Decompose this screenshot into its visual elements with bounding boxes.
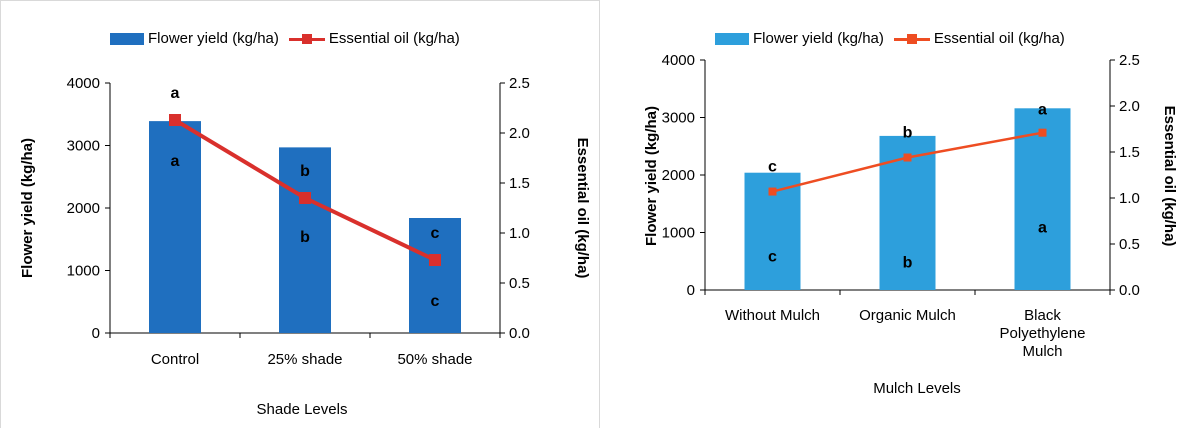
y2-tick-label: 0.5 [509,275,530,292]
line-marker [1038,128,1047,137]
x-tick-label: Organic Mulch [859,307,956,324]
chart-panel-mulch: Flower yield (kg/ha) Essential oil (kg/h… [600,0,1179,428]
y2-tick-label: 1.0 [1119,190,1140,207]
line-marker [903,153,912,162]
y-tick-label: 0 [687,282,695,299]
y2-tick-label: 0.5 [1119,236,1140,253]
legend-line-swatch [893,33,930,45]
y2-tick-label: 2.5 [509,75,530,92]
bar-data-label: a [171,153,180,170]
bar-data-label: c [768,249,777,266]
y-tick-label: 4000 [662,52,695,69]
x-tick-label: Without Mulch [725,307,820,324]
x-axis-title: Mulch Levels [873,380,961,397]
legend-label: Essential oil (kg/ha) [933,30,1065,47]
x-tick-label: 50% shade [397,351,472,368]
bar-data-label: a [1038,220,1047,237]
legend: Flower yield (kg/ha) Essential oil (kg/h… [110,30,470,47]
panel-border-top [0,0,600,1]
line-data-label: a [1038,102,1047,119]
legend-line-swatch [288,33,325,45]
y-tick-label: 1000 [67,263,100,280]
bar-data-label: b [903,255,913,272]
y2-axis-title: Essential oil (kg/ha) [1161,106,1178,247]
panel-border-left [0,0,1,428]
line-data-label: b [903,125,913,142]
y2-tick-label: 0.0 [1119,282,1140,299]
legend-label: Flower yield (kg/ha) [148,30,279,47]
y2-tick-label: 0.0 [509,325,530,342]
y-axis-title: Flower yield (kg/ha) [643,106,660,246]
y2-tick-label: 1.5 [1119,144,1140,161]
y-axis-title: Flower yield (kg/ha) [19,138,36,278]
line-marker [768,187,777,196]
y2-tick-label: 2.5 [1119,52,1140,69]
legend-bar-swatch [715,32,749,45]
legend-label: Essential oil (kg/ha) [328,30,460,47]
panel-border-right [599,0,600,428]
chart-panel-shade: Flower yield (kg/ha) Essential oil (kg/h… [0,0,600,428]
y-tick-label: 0 [92,325,100,342]
line-data-label: c [768,159,777,176]
legend-item-bar: Flower yield (kg/ha) [715,30,884,47]
y-tick-label: 2000 [67,200,100,217]
legend-item-line: Essential oil (kg/ha) [288,30,460,47]
legend-bar-swatch [110,32,144,45]
line-marker [299,192,311,204]
x-tick-label: Control [151,351,199,368]
bar [409,218,461,333]
bar-data-label: c [431,293,440,310]
bar [149,121,201,333]
y2-axis-title: Essential oil (kg/ha) [574,138,591,279]
y-tick-label: 4000 [67,75,100,92]
y-tick-label: 1000 [662,225,695,242]
x-tick-label: Mulch [1022,343,1062,360]
y-tick-label: 3000 [67,138,100,155]
x-tick-label: Polyethylene [1000,325,1086,342]
line-data-label: c [431,225,440,242]
line-data-label: b [300,163,310,180]
bar [279,147,331,333]
line-marker [169,114,181,126]
y2-tick-label: 1.5 [509,175,530,192]
plot-area: Mulch Levels Flower yield (kg/ha) Essent… [643,52,1178,397]
bar [1014,108,1071,290]
y-tick-label: 2000 [662,167,695,184]
line-marker [429,254,441,266]
line-data-label: a [171,85,180,102]
bar-data-label: b [300,229,310,246]
x-axis-title: Shade Levels [257,401,348,418]
x-tick-label: 25% shade [267,351,342,368]
y-tick-label: 3000 [662,110,695,127]
y2-tick-label: 2.0 [509,125,530,142]
x-tick-label: Black [1024,307,1061,324]
y2-tick-label: 1.0 [509,225,530,242]
y2-tick-label: 2.0 [1119,98,1140,115]
legend-item-bar: Flower yield (kg/ha) [110,30,279,47]
legend-label: Flower yield (kg/ha) [753,30,884,47]
legend: Flower yield (kg/ha) Essential oil (kg/h… [715,30,1075,47]
legend-item-line: Essential oil (kg/ha) [893,30,1065,47]
plot-area: Shade Levels Flower yield (kg/ha) Essent… [19,75,591,418]
